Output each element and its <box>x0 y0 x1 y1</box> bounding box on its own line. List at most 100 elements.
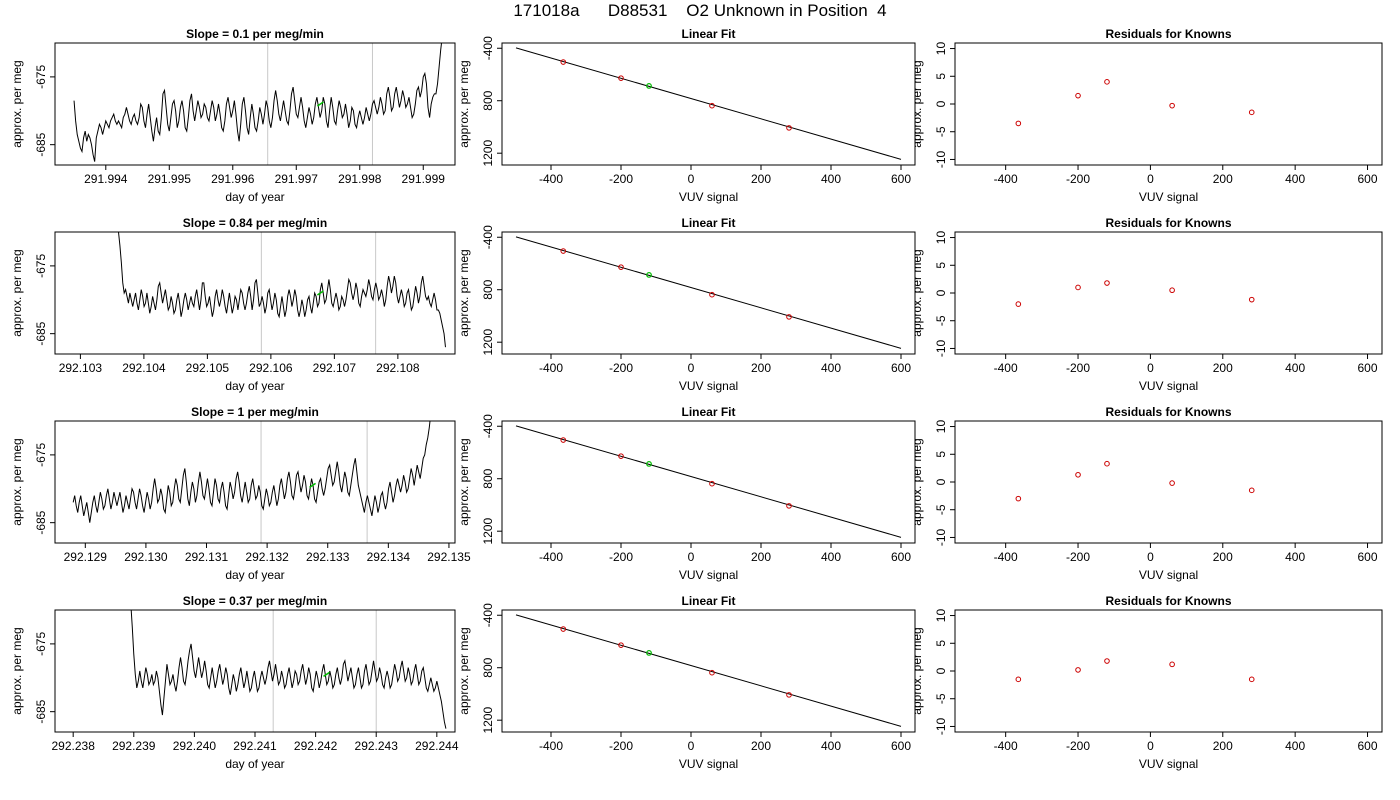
unknown-point <box>646 271 652 278</box>
x-axis-label: VUV signal <box>1139 568 1198 582</box>
panel-drift-row-3: Slope = 1 per meg/min 292.129 292.130 292.1… <box>10 405 471 582</box>
x-tick-label: -400 <box>994 739 1018 753</box>
panel-fit-row-2: Linear Fit -400 -200 0 200 400 600 -400 800 1200 V… <box>457 216 916 393</box>
x-tick-label: 400 <box>1285 361 1305 375</box>
x-tick-label: 0 <box>688 550 695 564</box>
x-tick-label: 292.240 <box>173 739 217 753</box>
plot-area <box>515 614 902 727</box>
known-point <box>1248 109 1255 116</box>
page-title: 171018a D88531 O2 Unknown in Position 4 <box>513 1 887 20</box>
plot-frame <box>954 609 1383 733</box>
known-point <box>1169 287 1175 294</box>
known-point <box>1015 676 1022 683</box>
y-axis-label: approx. per meg <box>10 60 24 147</box>
x-tick-label: 292.106 <box>249 361 293 375</box>
y-tick-label: -5 <box>934 693 948 704</box>
x-tick-label: -200 <box>1066 361 1090 375</box>
y-tick-label: 1200 <box>481 518 495 545</box>
fit-line <box>515 47 902 160</box>
plot-area <box>515 47 902 160</box>
plot-frame <box>501 609 916 733</box>
y-axis-label: approx. per meg <box>910 627 924 714</box>
y-tick-label: 5 <box>934 640 948 647</box>
y-tick-label: -675 <box>34 632 48 656</box>
x-tick-label: 0 <box>1147 739 1154 753</box>
known-point <box>1104 658 1110 664</box>
plot-area <box>72 421 431 523</box>
x-tick-label: 0 <box>688 361 695 375</box>
y-axis-label: approx. per meg <box>10 627 24 714</box>
x-tick-label: 200 <box>1213 361 1233 375</box>
x-tick-label: -200 <box>609 739 633 753</box>
known-point <box>786 503 792 509</box>
x-tick-label: 400 <box>1285 172 1305 186</box>
x-tick-label: 292.105 <box>186 361 230 375</box>
y-tick-label: -400 <box>481 36 495 60</box>
panel-title: Slope = 0.1 per meg/min <box>186 27 324 41</box>
panel-residuals-row-3: Residuals for Knowns -400 -200 0 200 400 600 10… <box>910 405 1383 582</box>
x-tick-label: 292.129 <box>64 550 108 564</box>
panel-fit-row-1: Linear Fit -400 -200 0 200 400 600 -400 800 1200 V… <box>457 27 916 204</box>
x-tick-label: 400 <box>1285 550 1305 564</box>
y-axis-label: approx. per meg <box>457 60 471 147</box>
x-tick-label: 291.996 <box>211 172 255 186</box>
x-tick-label: 600 <box>1358 739 1378 753</box>
x-tick-label: 291.994 <box>84 172 128 186</box>
x-tick-label: 292.130 <box>124 550 168 564</box>
known-point <box>786 314 792 320</box>
x-tick-label: 400 <box>1285 739 1305 753</box>
x-tick-label: 292.135 <box>427 550 471 564</box>
plot-frame <box>54 42 456 166</box>
x-tick-label: 292.133 <box>306 550 350 564</box>
plot-frame <box>954 42 1383 166</box>
x-tick-label: 600 <box>1358 172 1378 186</box>
y-tick-label: 800 <box>481 90 495 110</box>
x-tick-label: 292.107 <box>313 361 357 375</box>
series-line <box>73 43 443 162</box>
plot-frame <box>501 231 916 355</box>
panel-title: Residuals for Knowns <box>1105 27 1231 41</box>
known-point <box>1169 102 1175 109</box>
x-tick-label: 200 <box>751 172 771 186</box>
y-axis-label: approx. per meg <box>457 438 471 525</box>
x-tick-label: 291.997 <box>275 172 319 186</box>
y-tick-label: 800 <box>481 279 495 299</box>
panel-title: Slope = 0.37 per meg/min <box>183 594 327 608</box>
x-tick-label: 0 <box>1147 361 1154 375</box>
y-tick-label: 10 <box>934 231 948 245</box>
x-tick-label: 292.244 <box>415 739 459 753</box>
known-point <box>560 437 567 443</box>
x-tick-label: 292.132 <box>245 550 289 564</box>
x-tick-label: 200 <box>1213 550 1233 564</box>
panel-title: Residuals for Knowns <box>1105 594 1231 608</box>
known-point <box>709 480 715 487</box>
x-tick-label: 400 <box>821 172 841 186</box>
x-tick-label: 600 <box>891 172 911 186</box>
known-point <box>1015 301 1022 307</box>
x-axis-label: day of year <box>225 379 284 393</box>
x-axis-label: day of year <box>225 568 284 582</box>
x-axis-label: VUV signal <box>679 757 738 771</box>
x-axis-label: VUV signal <box>1139 757 1198 771</box>
known-point <box>618 642 624 648</box>
x-tick-label: -200 <box>1066 739 1090 753</box>
known-point <box>1075 471 1081 478</box>
x-tick-label: -200 <box>1066 550 1090 564</box>
known-point <box>1015 495 1022 502</box>
x-tick-label: 0 <box>1147 550 1154 564</box>
y-axis-label: approx. per meg <box>910 60 924 147</box>
panel-title: Linear Fit <box>681 594 735 608</box>
x-tick-label: -400 <box>994 172 1018 186</box>
panel-fit-row-3: Linear Fit -400 -200 0 200 400 600 -400 800 1200 V… <box>457 405 916 582</box>
known-point <box>1015 120 1022 127</box>
x-tick-label: 400 <box>821 361 841 375</box>
x-tick-label: 600 <box>891 739 911 753</box>
known-point <box>1075 92 1081 99</box>
known-point <box>618 264 624 270</box>
x-tick-label: 291.995 <box>148 172 192 186</box>
unknown-point <box>646 82 652 89</box>
y-axis-label: approx. per meg <box>10 249 24 336</box>
y-tick-label: -685 <box>34 510 48 534</box>
panel-drift-row-2: Slope = 0.84 per meg/min 292.103 292.104 29… <box>10 216 456 393</box>
unknown-point <box>646 460 652 467</box>
